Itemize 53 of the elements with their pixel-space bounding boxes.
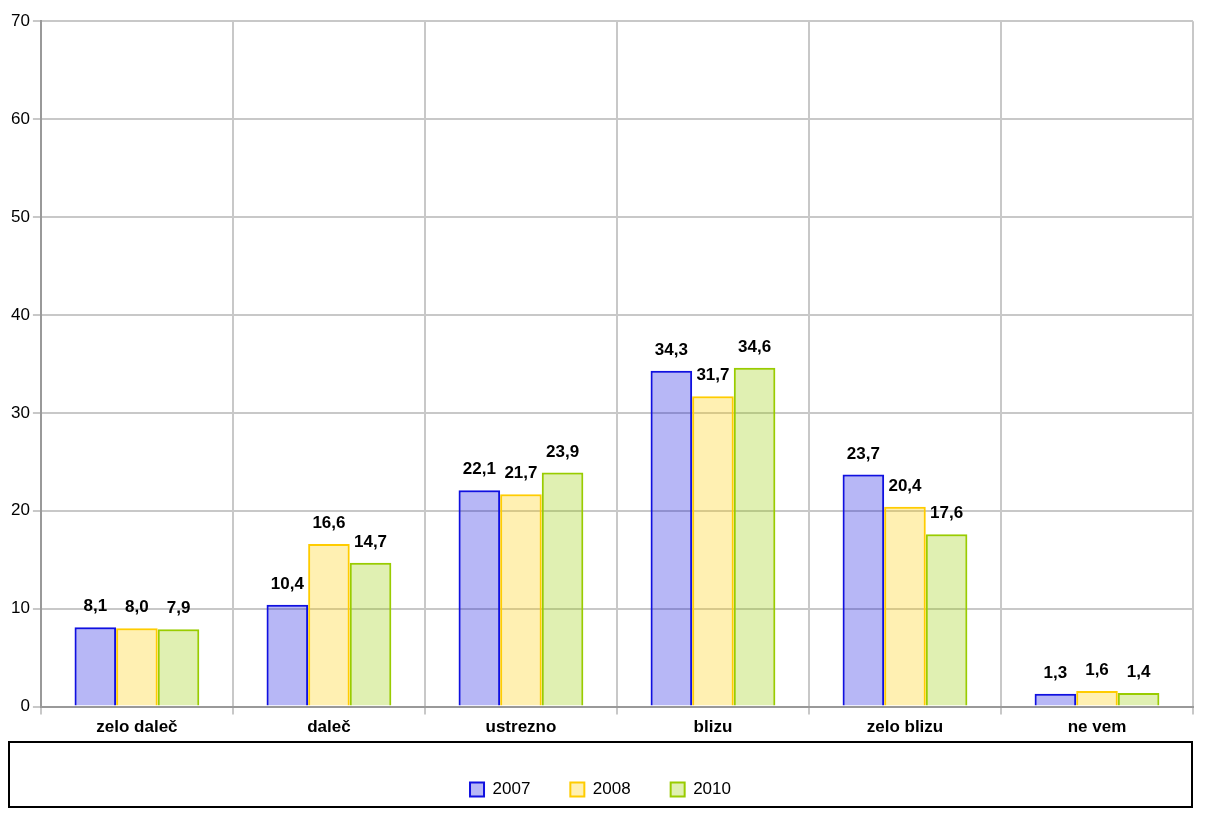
data-label: 34,3 bbox=[654, 339, 688, 359]
bar bbox=[733, 367, 776, 706]
legend-label: 2010 bbox=[693, 779, 731, 799]
x-tick-label: blizu bbox=[693, 717, 733, 737]
bar bbox=[500, 494, 542, 706]
x-tick-label: zelo daleč bbox=[96, 717, 178, 737]
x-tick-label: ne vem bbox=[1067, 717, 1127, 737]
data-label: 1,3 bbox=[1043, 663, 1068, 683]
bar bbox=[74, 627, 117, 706]
y-tick-label: 40 bbox=[10, 304, 30, 324]
y-tick-label: 0 bbox=[20, 696, 30, 716]
bar bbox=[1117, 692, 1160, 706]
x-tick-label: daleč bbox=[307, 717, 351, 737]
bar bbox=[884, 506, 926, 706]
data-label: 23,9 bbox=[546, 441, 580, 461]
data-label: 23,7 bbox=[846, 443, 880, 463]
legend-label: 2008 bbox=[592, 779, 631, 799]
bar bbox=[925, 534, 968, 706]
data-label: 16,6 bbox=[312, 513, 346, 533]
bar bbox=[116, 628, 158, 706]
data-label: 7,9 bbox=[166, 598, 191, 618]
data-label: 22,1 bbox=[462, 459, 496, 479]
y-tick-label: 10 bbox=[10, 598, 30, 618]
data-label: 17,6 bbox=[930, 503, 964, 523]
y-tick-label: 50 bbox=[10, 206, 30, 226]
bar bbox=[349, 562, 392, 706]
bar bbox=[266, 604, 309, 706]
data-label: 14,7 bbox=[353, 531, 388, 551]
bar bbox=[1034, 693, 1077, 706]
y-tick-label: 20 bbox=[10, 500, 30, 520]
y-tick-label: 30 bbox=[10, 402, 30, 422]
data-label: 8,0 bbox=[125, 597, 149, 617]
x-tick-label: ustrezno bbox=[485, 717, 557, 737]
data-label: 8,1 bbox=[83, 596, 108, 616]
data-label: 1,4 bbox=[1126, 662, 1151, 682]
data-label: 20,4 bbox=[888, 476, 923, 496]
bar bbox=[692, 396, 734, 706]
x-tick-label: zelo blizu bbox=[866, 717, 944, 737]
data-label: 10,4 bbox=[270, 573, 305, 593]
data-label: 1,6 bbox=[1085, 660, 1109, 680]
data-label: 21,7 bbox=[504, 463, 538, 483]
data-label: 31,7 bbox=[696, 365, 730, 385]
bar bbox=[650, 370, 693, 706]
y-tick-label: 60 bbox=[10, 108, 30, 128]
y-tick-label: 70 bbox=[10, 10, 30, 30]
bar bbox=[458, 490, 501, 706]
bar bbox=[157, 629, 200, 706]
bar bbox=[842, 474, 885, 706]
data-label: 34,6 bbox=[738, 337, 772, 356]
bar bbox=[308, 544, 350, 706]
bar bbox=[541, 472, 584, 706]
legend-label: 2007 bbox=[492, 779, 531, 799]
bar bbox=[1076, 690, 1118, 706]
